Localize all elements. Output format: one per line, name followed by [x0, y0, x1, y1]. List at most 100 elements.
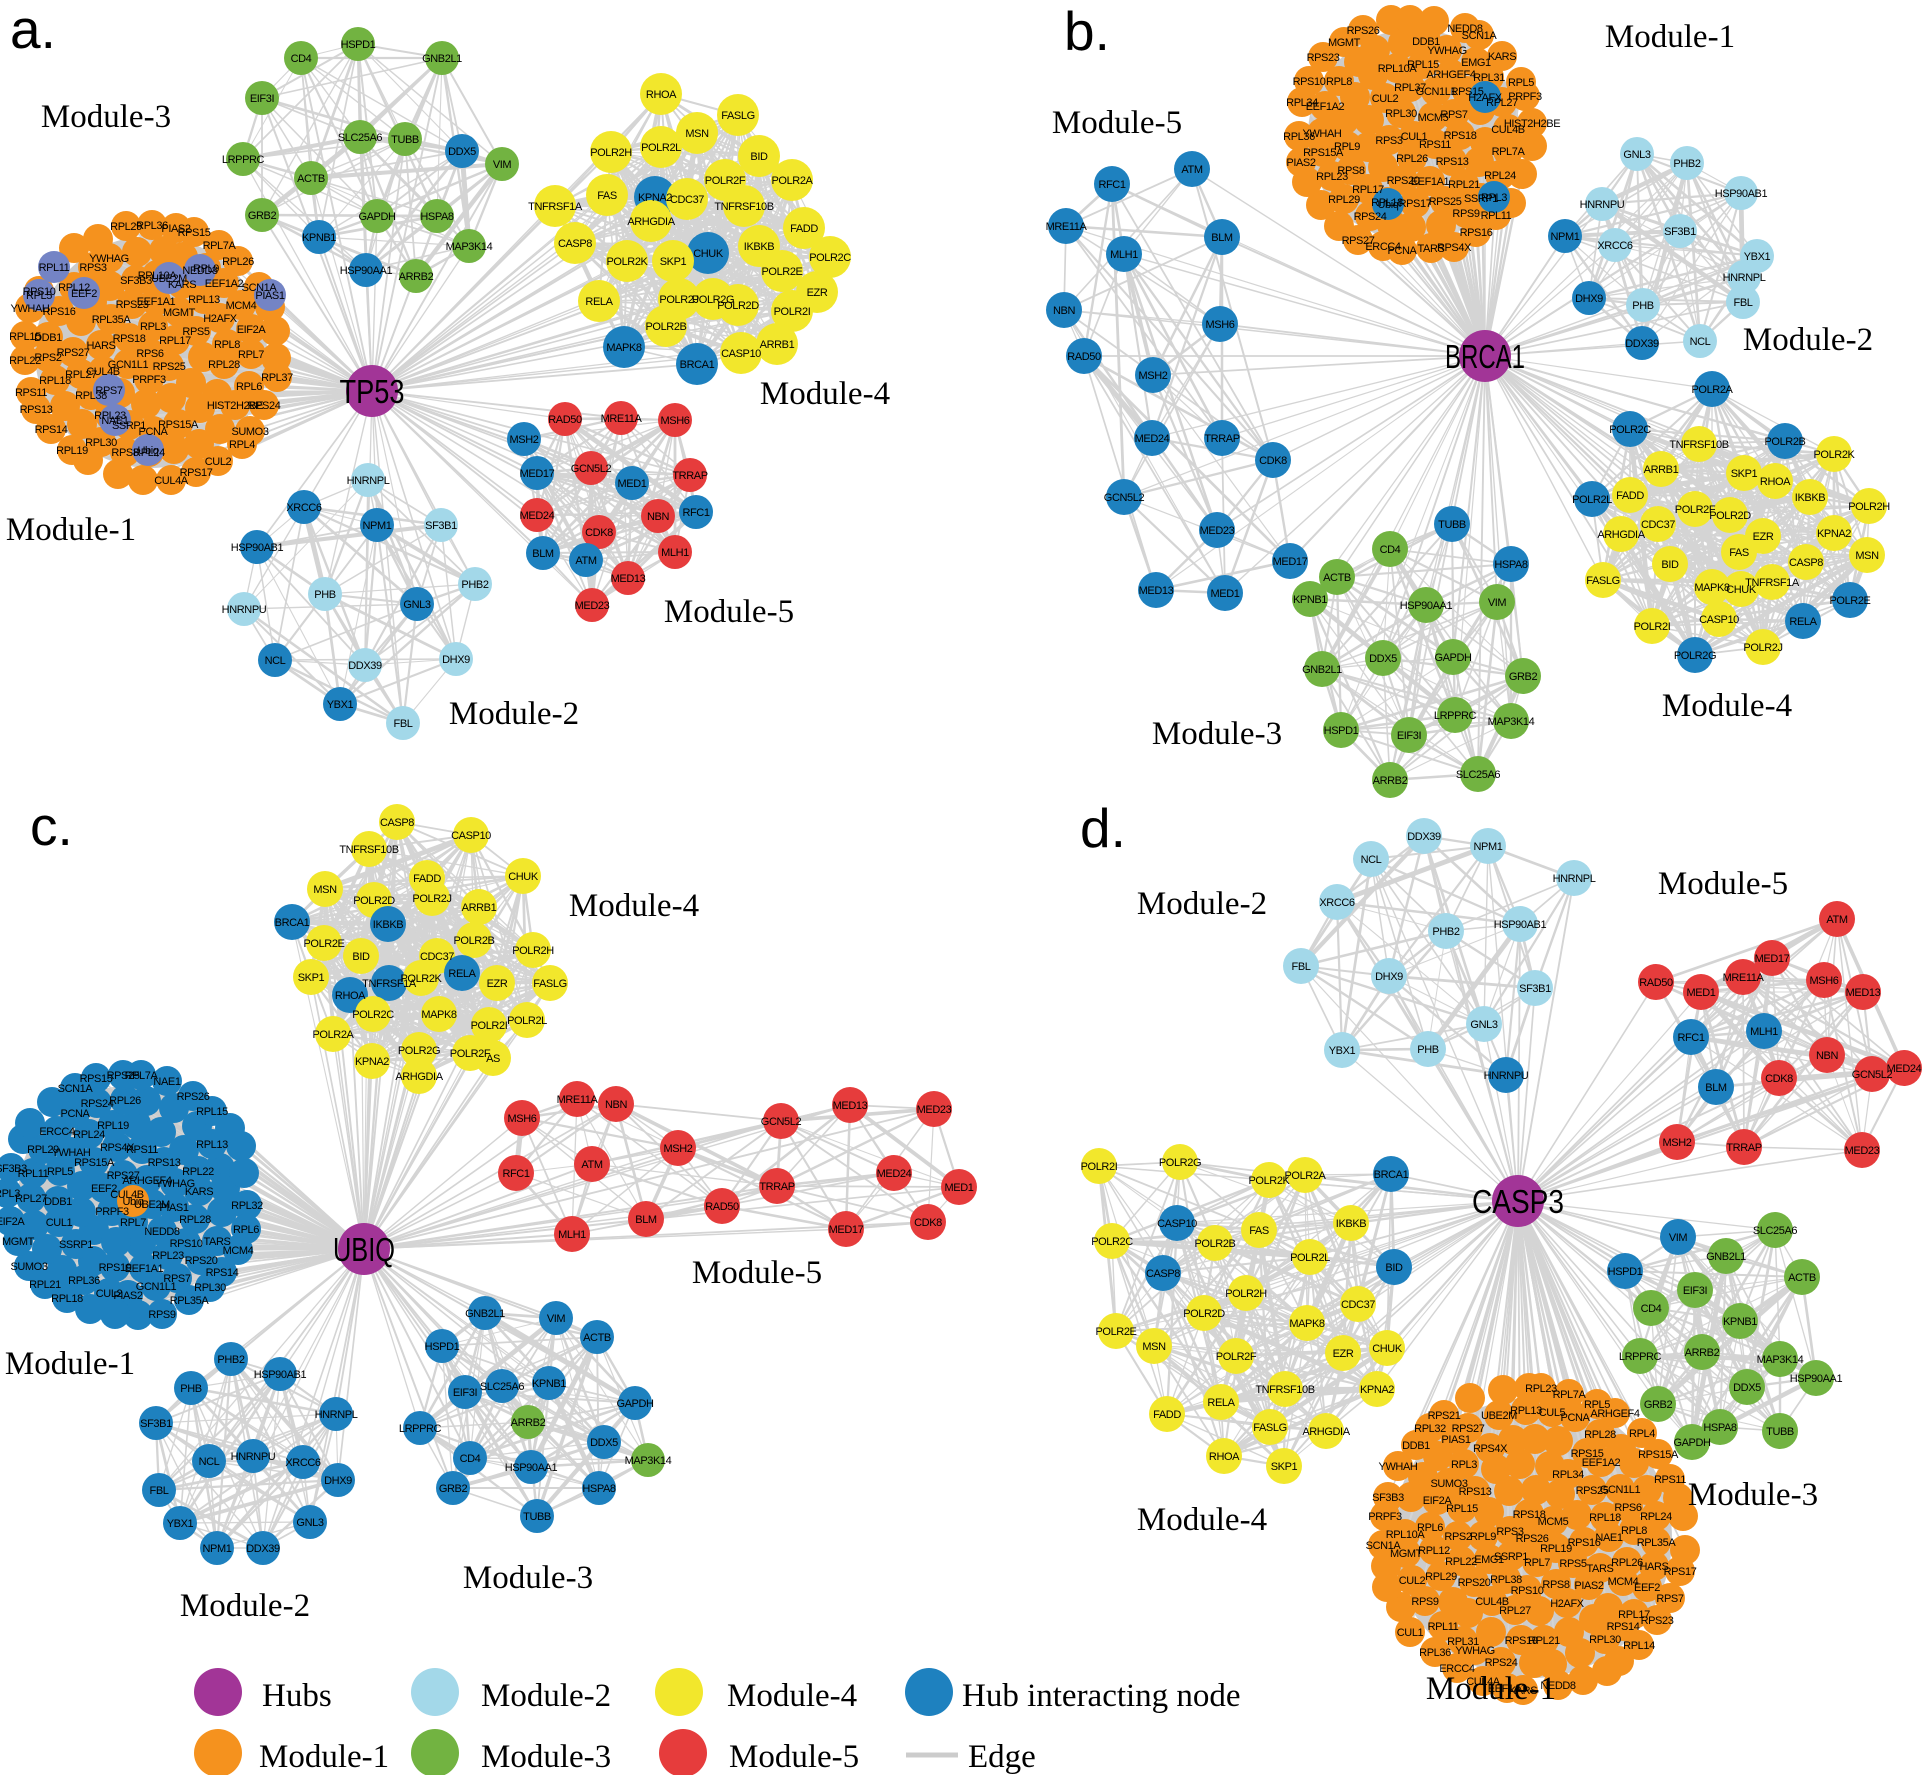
svg-text:POLR2G: POLR2G — [692, 294, 734, 306]
svg-text:DDX39: DDX39 — [1625, 338, 1659, 350]
svg-text:Module-3: Module-3 — [463, 1560, 593, 1596]
svg-text:TNFRSF10B: TNFRSF10B — [1669, 439, 1728, 451]
svg-text:MED1: MED1 — [1211, 588, 1240, 600]
svg-text:KPNA2: KPNA2 — [355, 1056, 389, 1068]
svg-text:Module-1: Module-1 — [259, 1739, 389, 1775]
svg-text:RPS24: RPS24 — [81, 1098, 114, 1110]
svg-text:FBL: FBL — [1734, 297, 1753, 309]
svg-text:PIAS2: PIAS2 — [1574, 1580, 1603, 1592]
svg-text:RPS8: RPS8 — [1542, 1579, 1569, 1591]
svg-text:RPL9: RPL9 — [1334, 141, 1360, 153]
svg-text:KARS: KARS — [1488, 51, 1516, 63]
svg-text:RPS4X: RPS4X — [1473, 1443, 1508, 1455]
svg-text:MCM4: MCM4 — [223, 1245, 254, 1257]
svg-text:RPL28: RPL28 — [1584, 1429, 1616, 1441]
svg-text:Module-1: Module-1 — [6, 512, 136, 548]
svg-text:Module-5: Module-5 — [1658, 866, 1788, 902]
svg-text:ARRB2: ARRB2 — [1685, 1347, 1720, 1359]
svg-text:RPL22: RPL22 — [9, 355, 41, 367]
svg-text:EEF2: EEF2 — [71, 288, 97, 300]
svg-text:RPS26: RPS26 — [1347, 25, 1380, 37]
svg-text:RPS10: RPS10 — [23, 286, 56, 298]
svg-text:ARHGDIA: ARHGDIA — [395, 1071, 443, 1083]
svg-text:FBL: FBL — [394, 718, 413, 730]
svg-text:TNFRSF10B: TNFRSF10B — [1255, 1384, 1314, 1396]
svg-text:POLR2E: POLR2E — [303, 938, 344, 950]
svg-text:POLR2C: POLR2C — [1091, 1236, 1133, 1248]
svg-text:PHB: PHB — [1632, 300, 1653, 312]
svg-text:RPS7: RPS7 — [1440, 109, 1467, 121]
svg-text:BRCA1: BRCA1 — [1445, 338, 1525, 375]
svg-text:POLR2G: POLR2G — [398, 1045, 440, 1057]
svg-text:RPL8: RPL8 — [214, 339, 240, 351]
svg-text:SSRP1: SSRP1 — [59, 1239, 93, 1251]
svg-text:POLR2I: POLR2I — [1634, 621, 1671, 633]
svg-text:RPS11: RPS11 — [126, 1144, 158, 1156]
svg-text:NEDD8: NEDD8 — [1540, 1680, 1576, 1692]
svg-text:MED24: MED24 — [520, 510, 555, 522]
svg-text:CUL5: CUL5 — [1539, 1407, 1566, 1419]
svg-text:RPL26: RPL26 — [1611, 1557, 1643, 1569]
svg-text:POLR2K: POLR2K — [1813, 449, 1855, 461]
svg-text:POLR2I: POLR2I — [774, 306, 811, 318]
svg-text:RPL37: RPL37 — [261, 372, 293, 384]
svg-text:RPS11: RPS11 — [1419, 139, 1451, 151]
svg-text:RPS16: RPS16 — [1568, 1537, 1601, 1549]
svg-text:YWHAH: YWHAH — [11, 303, 50, 315]
svg-text:MCM5: MCM5 — [1538, 1516, 1569, 1528]
svg-text:CUL2: CUL2 — [1399, 1575, 1426, 1587]
svg-text:MED1: MED1 — [618, 478, 647, 490]
svg-text:NCL: NCL — [1361, 854, 1382, 866]
svg-text:MED24: MED24 — [1887, 1063, 1922, 1075]
svg-text:MGMT: MGMT — [1328, 37, 1361, 49]
svg-text:HSP90AB1: HSP90AB1 — [1715, 188, 1768, 200]
svg-text:RPS2: RPS2 — [1444, 1531, 1471, 1543]
svg-text:EEF2: EEF2 — [91, 1183, 117, 1195]
svg-text:HSPA8: HSPA8 — [420, 211, 454, 223]
svg-text:HNRNPU: HNRNPU — [1484, 1070, 1529, 1082]
svg-text:XRCC6: XRCC6 — [285, 1457, 321, 1469]
svg-text:RPL22: RPL22 — [182, 1166, 214, 1178]
svg-text:MSH2: MSH2 — [664, 1143, 693, 1155]
svg-text:Module-2: Module-2 — [481, 1678, 611, 1714]
svg-text:POLR2F: POLR2F — [1675, 504, 1716, 516]
svg-text:MSH2: MSH2 — [1139, 370, 1168, 382]
svg-text:VIM: VIM — [547, 1313, 566, 1325]
svg-text:Hubs: Hubs — [262, 1678, 332, 1714]
svg-text:Module-5: Module-5 — [1052, 105, 1182, 141]
svg-text:RPL21: RPL21 — [1448, 179, 1480, 191]
svg-text:POLR2E: POLR2E — [1829, 595, 1870, 607]
svg-text:SCN1A: SCN1A — [58, 1083, 94, 1095]
svg-text:RPL15: RPL15 — [196, 1106, 228, 1118]
svg-text:NEDD8: NEDD8 — [144, 1226, 180, 1238]
svg-text:CD4: CD4 — [291, 53, 312, 65]
svg-text:POLR2F: POLR2F — [705, 175, 746, 187]
svg-text:SF3B1: SF3B1 — [425, 520, 457, 532]
svg-text:MED23: MED23 — [575, 600, 610, 612]
svg-text:CASP8: CASP8 — [1146, 1268, 1180, 1280]
svg-text:ERCC4: ERCC4 — [1365, 241, 1401, 253]
svg-text:MED17: MED17 — [829, 1224, 864, 1236]
svg-text:CDC37: CDC37 — [1641, 519, 1675, 531]
svg-text:HSPD1: HSPD1 — [1324, 725, 1359, 737]
svg-text:YWHAG: YWHAG — [89, 253, 129, 265]
svg-text:HSPD1: HSPD1 — [1608, 1266, 1643, 1278]
svg-text:DDX39: DDX39 — [348, 660, 382, 672]
svg-text:GNB2L1: GNB2L1 — [422, 53, 462, 65]
svg-text:HNRNPL: HNRNPL — [1553, 873, 1596, 885]
svg-text:RPL24: RPL24 — [1640, 1511, 1672, 1523]
svg-text:RPL13: RPL13 — [196, 1139, 228, 1151]
svg-text:GNL3: GNL3 — [1470, 1019, 1497, 1031]
svg-text:ERCC4: ERCC4 — [1439, 1663, 1475, 1675]
svg-text:MSH2: MSH2 — [1663, 1137, 1692, 1149]
svg-text:RPL18: RPL18 — [1589, 1512, 1621, 1524]
svg-text:RPL12: RPL12 — [58, 282, 90, 294]
svg-text:RPL7A: RPL7A — [203, 240, 237, 252]
svg-text:NCL: NCL — [1690, 336, 1711, 348]
svg-text:SF3B3: SF3B3 — [1372, 1492, 1404, 1504]
svg-text:RPL26: RPL26 — [222, 256, 254, 268]
svg-text:HSP90AA1: HSP90AA1 — [1790, 1373, 1843, 1385]
svg-text:RPL26: RPL26 — [1396, 153, 1428, 165]
svg-text:FAS: FAS — [597, 190, 617, 202]
svg-text:POLR2A: POLR2A — [1691, 384, 1733, 396]
